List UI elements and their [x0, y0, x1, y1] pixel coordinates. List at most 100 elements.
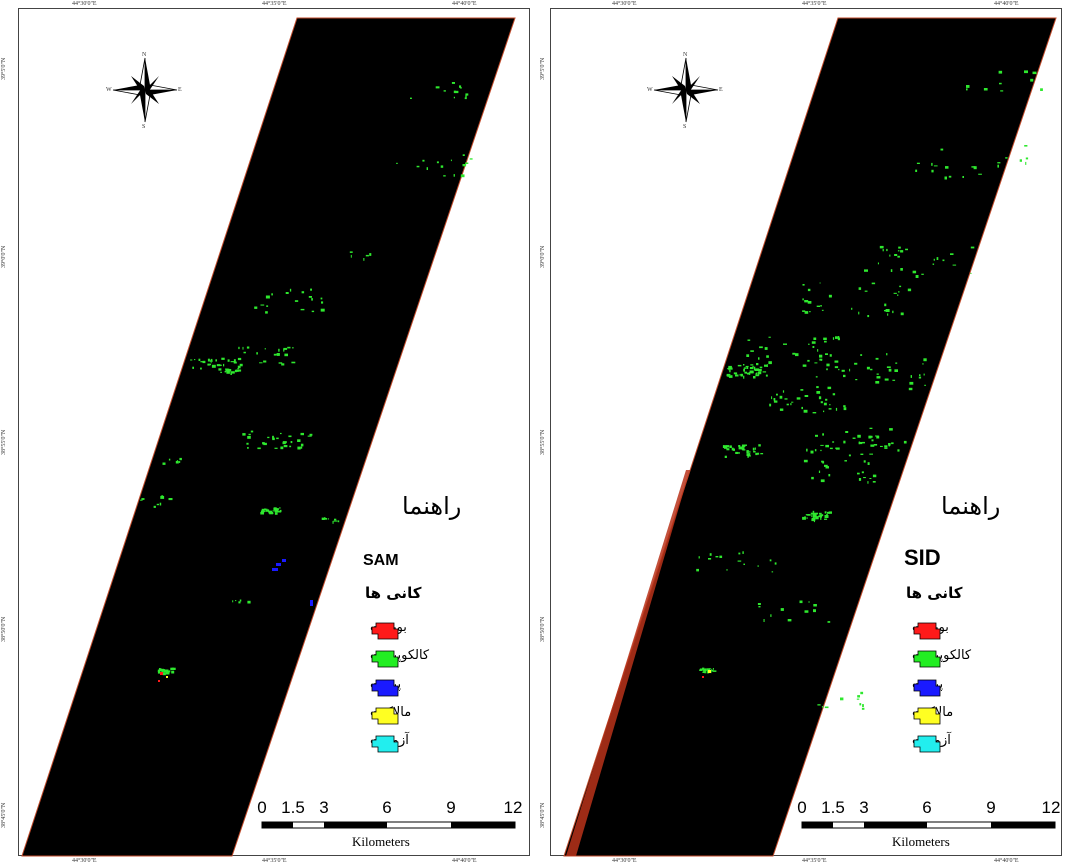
detection-pixel — [728, 365, 732, 369]
detection-pixel — [869, 427, 873, 429]
detection-pixel — [363, 258, 365, 261]
detection-pixel — [264, 348, 266, 350]
detection-pixel — [834, 366, 839, 369]
detection-pixel — [804, 395, 809, 397]
lon-tick: 44°30'0"E — [612, 858, 637, 864]
detection-pixel — [246, 346, 250, 349]
detection-pixel — [733, 372, 738, 375]
detection-pixel — [892, 379, 896, 381]
detection-pixel — [784, 398, 788, 400]
detection-pixel — [835, 336, 838, 339]
detection-pixel — [821, 309, 824, 311]
detection-pixel — [706, 670, 709, 673]
detection-pixel — [198, 358, 201, 361]
detection-pixel — [156, 503, 159, 506]
detection-pixel — [820, 517, 822, 520]
detection-pixel — [225, 368, 230, 372]
detection-pixel — [843, 407, 847, 411]
detection-pixel — [216, 364, 221, 367]
detection-pixel — [221, 357, 225, 360]
detection-pixel — [267, 436, 270, 439]
detection-pixel — [832, 393, 836, 396]
detection-pixel — [282, 441, 286, 445]
detection-pixel — [709, 553, 712, 556]
detection-pixel — [228, 369, 232, 372]
detection-pixel — [264, 508, 267, 511]
detection-pixel — [813, 604, 817, 607]
detection-pixel — [752, 447, 755, 451]
pyrite-swatch — [371, 679, 399, 697]
detection-pixel — [764, 364, 768, 367]
detection-pixel — [801, 406, 803, 410]
detection-pixel — [820, 359, 822, 361]
west-label: W — [106, 87, 112, 93]
detection-pixel — [308, 296, 312, 298]
detection-pixel — [813, 513, 817, 516]
detection-pixel — [699, 668, 704, 671]
detection-pixel — [321, 517, 325, 520]
detection-pixel — [369, 253, 372, 256]
detection-pixel — [179, 457, 182, 461]
lon-tick: 44°30'0"E — [72, 858, 97, 864]
detection-pixel — [746, 453, 751, 456]
detection-pixel — [247, 447, 249, 449]
scale-label: 0 — [797, 798, 807, 817]
detection-pixel — [726, 373, 731, 375]
detection-pixel — [872, 481, 876, 483]
west-label: W — [647, 87, 653, 93]
detection-pixel — [757, 603, 761, 605]
detection-pixel — [824, 511, 827, 514]
detection-pixel — [194, 359, 196, 361]
map-panel-sid: 44°30'0"E 44°35'0"E 44°40'0"E 44°30'0"E … — [536, 0, 1072, 866]
detection-pixel — [211, 364, 216, 368]
detection-pixel — [453, 96, 455, 99]
detection-pixel — [278, 348, 280, 352]
detection-pixel — [281, 363, 285, 366]
detection-pixel — [825, 398, 828, 401]
detection-pixel — [289, 445, 292, 448]
detection-pixel — [349, 251, 353, 253]
detection-pixel — [807, 359, 810, 362]
detection-pixel — [743, 368, 745, 372]
detection-pixel — [826, 368, 828, 371]
detection-pixel — [873, 444, 878, 446]
detection-pixel — [802, 310, 806, 312]
detection-pixel — [238, 369, 242, 372]
detection-pixel — [141, 498, 145, 500]
detection-pixel — [272, 435, 274, 439]
detection-pixel — [230, 372, 232, 375]
detection-pixel — [782, 390, 785, 393]
detection-pixel — [884, 445, 888, 448]
detection-pixel — [284, 353, 288, 357]
detection-pixel — [861, 707, 865, 710]
detection-pixel — [247, 600, 251, 604]
detection-pixel — [820, 305, 822, 307]
detection-pixel — [811, 476, 814, 480]
map-canvas-sam — [21, 17, 516, 857]
detection-pixel — [892, 310, 894, 314]
detection-pixel — [864, 269, 868, 272]
detection-pixel — [1024, 145, 1028, 147]
detection-pixel — [766, 364, 768, 367]
detection-pixel — [907, 288, 912, 292]
detection-pixel — [365, 254, 369, 257]
detection-pixel — [783, 343, 787, 345]
detection-pixel — [723, 445, 728, 448]
detection-pixel — [786, 403, 789, 406]
detection-pixel — [966, 88, 968, 91]
detection-pixel — [708, 668, 712, 670]
detection-pixel — [749, 370, 754, 374]
detection-pixel — [769, 403, 772, 407]
detection-pixel — [821, 460, 824, 463]
scale-label: 12 — [1041, 798, 1061, 817]
detection-pixel — [760, 453, 764, 455]
azurite-swatch — [913, 735, 941, 753]
detection-pixel — [725, 445, 730, 448]
detection-pixel — [260, 304, 265, 306]
detection-pixel — [708, 558, 712, 560]
detection-pixel — [897, 449, 900, 452]
detection-pixel — [861, 441, 865, 444]
detection-pixel — [876, 376, 881, 379]
detection-pixel — [440, 165, 444, 168]
detection-pixel — [272, 437, 275, 441]
